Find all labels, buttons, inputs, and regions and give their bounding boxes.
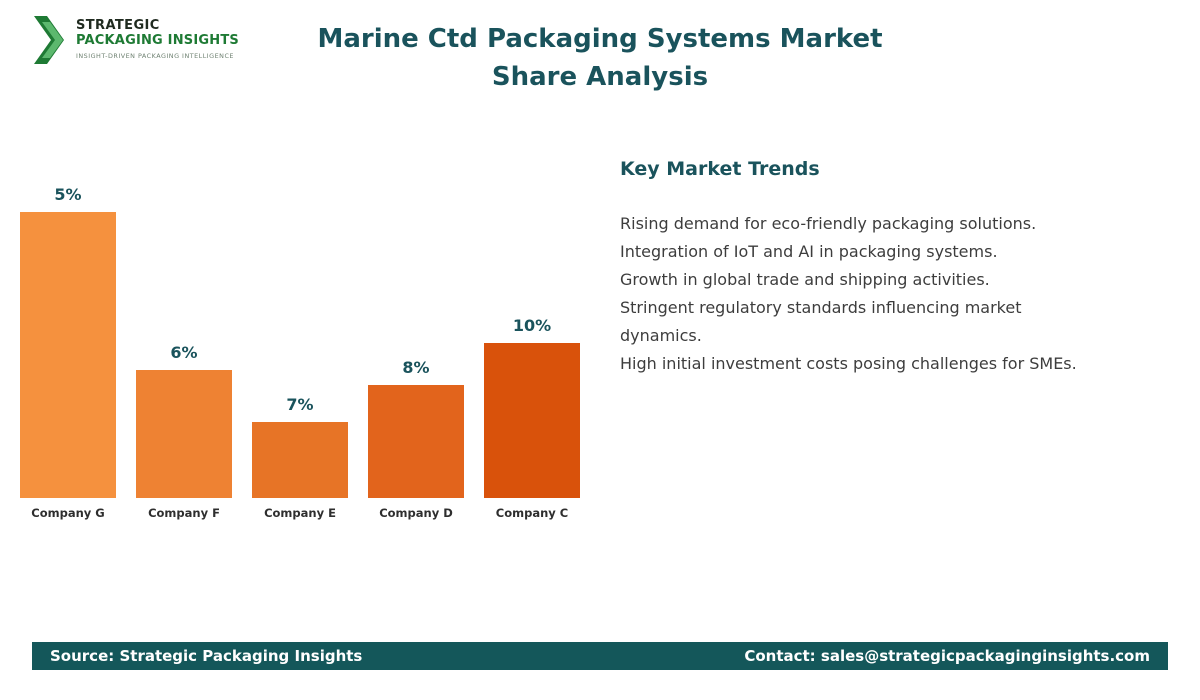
page-header: STRATEGIC PACKAGING INSIGHTS INSIGHT-DRI… <box>0 0 1200 110</box>
logo-text: STRATEGIC PACKAGING INSIGHTS INSIGHT-DRI… <box>76 18 239 61</box>
logo-tagline: INSIGHT-DRIVEN PACKAGING INTELLIGENCE <box>76 52 234 61</box>
bar-value-label: 7% <box>286 395 314 414</box>
bar-category-label: Company F <box>148 506 220 520</box>
bar-category-label: Company C <box>495 506 569 520</box>
bar-group: 5% <box>20 185 116 498</box>
bar-value-label: 10% <box>512 316 552 335</box>
bar-chart: 5% 6% 7% 8% 10% <box>20 150 600 498</box>
footer-contact: Contact: sales@strategicpackaginginsight… <box>744 647 1150 665</box>
footer-source: Source: Strategic Packaging Insights <box>50 647 363 665</box>
logo-line1: STRATEGIC <box>76 18 160 34</box>
trends-heading: Key Market Trends <box>620 158 820 180</box>
footer-bar: Source: Strategic Packaging Insights Con… <box>32 642 1168 670</box>
bar-category-label: Company E <box>264 506 336 520</box>
logo-line2: PACKAGING INSIGHTS <box>76 33 239 49</box>
bar-value-label: 5% <box>54 185 82 204</box>
trend-item: High initial investment costs posing cha… <box>620 354 1077 373</box>
bar-group: 10% <box>484 316 580 498</box>
bar-value-label: 6% <box>170 343 198 362</box>
trend-item: Growth in global trade and shipping acti… <box>620 270 990 289</box>
bar <box>252 422 348 498</box>
page-title-line1: Marine Ctd Packaging Systems Market <box>317 24 883 54</box>
bar <box>136 370 232 498</box>
bar-value-label: 8% <box>402 358 430 377</box>
key-market-trends-panel: Key Market Trends Rising demand for eco-… <box>620 158 1090 378</box>
page-title: Marine Ctd Packaging Systems Market Shar… <box>0 20 1200 96</box>
bar <box>368 385 464 498</box>
bar-group: 8% <box>368 358 464 498</box>
page-title-line2: Share Analysis <box>491 62 709 92</box>
bar <box>20 212 116 498</box>
trend-item: Rising demand for eco-friendly packaging… <box>620 214 1037 233</box>
trends-list: Rising demand for eco-friendly packaging… <box>620 210 1090 378</box>
trend-item: Integration of IoT and AI in packaging s… <box>620 242 998 261</box>
chevron-logo-icon <box>34 16 64 64</box>
bar-chart-categories: Company G Company F Company E Company D Comp… <box>20 506 600 520</box>
bar-category-label: Company G <box>31 506 105 520</box>
bar <box>484 343 580 498</box>
trend-item: Stringent regulatory standards influenci… <box>620 298 1022 345</box>
bar-group: 7% <box>252 395 348 498</box>
brand-logo: STRATEGIC PACKAGING INSIGHTS INSIGHT-DRI… <box>32 14 239 66</box>
bar-group: 6% <box>136 343 232 498</box>
bar-category-label: Company D <box>379 506 453 520</box>
